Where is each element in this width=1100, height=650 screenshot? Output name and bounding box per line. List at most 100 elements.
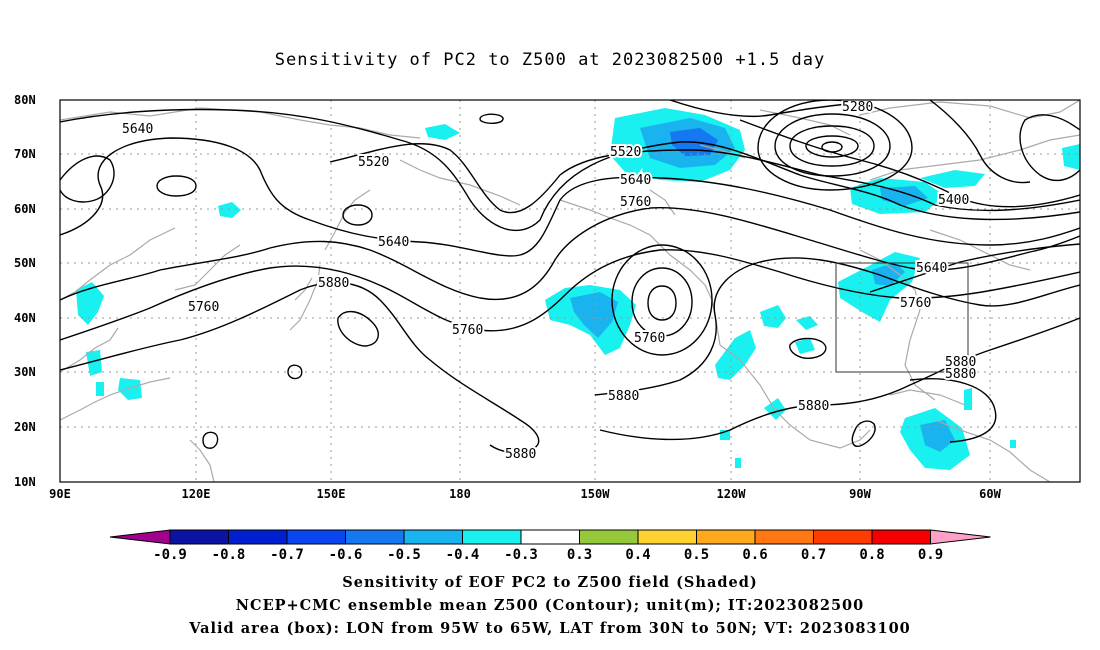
shade-patch: [964, 388, 972, 410]
contour-label: 5520: [610, 145, 641, 160]
valid-area-box: [835, 262, 969, 373]
colorbar-arrow-right: [930, 529, 991, 545]
contour-label: 5640: [378, 235, 409, 250]
contour-label: 5400: [938, 193, 969, 208]
colorbar-swatch: [228, 529, 288, 545]
colorbar-swatch: [345, 529, 405, 545]
shade-patch: [1062, 144, 1080, 170]
contour-low-arctic-1: [757, 100, 913, 191]
latitude-labels: 80N 70N 60N 50N 40N 30N 20N 10N: [14, 93, 36, 489]
lon-label: 90E: [49, 487, 71, 501]
shade-patch: [86, 350, 102, 376]
lon-label: 60W: [979, 487, 1001, 501]
colorbar-label: 0.5: [684, 547, 709, 563]
contour-label: 5640: [916, 261, 947, 276]
longitude-labels: 90E 120E 150E 180 150W 120W 90W 60W: [49, 487, 1001, 501]
colorbar-swatch: [520, 529, 580, 545]
contour-label: 5760: [620, 195, 651, 210]
z500-contours: [60, 100, 1080, 454]
contour-label: 5880: [798, 399, 829, 414]
colorbar-label: -0.6: [329, 547, 363, 563]
colorbar-label: 0.6: [742, 547, 767, 563]
contour-label: 5640: [122, 122, 153, 137]
colorbar-label: -0.7: [270, 547, 304, 563]
contour-high-small-3: [337, 311, 379, 347]
contour-5640-east: [869, 243, 1080, 293]
shade-patch: [920, 170, 985, 188]
shade-patch: [1010, 440, 1016, 448]
colorbar-swatch: [696, 529, 756, 545]
lon-label: 120E: [182, 487, 211, 501]
colorbar-label: 0.4: [625, 547, 650, 563]
contour-5760-south: [60, 249, 1080, 341]
contour-label: 5520: [358, 155, 389, 170]
colorbar-label: 0.8: [859, 547, 884, 563]
colorbar-label: -0.5: [387, 547, 421, 563]
lat-label: 30N: [14, 365, 36, 379]
contour-high-small-1: [156, 175, 197, 197]
colorbar-arrow-left: [109, 529, 171, 545]
sensitivity-shading: [76, 108, 1080, 470]
colorbar-label: -0.8: [212, 547, 246, 563]
colorbar-label: -0.3: [504, 547, 538, 563]
shade-patch: [715, 330, 756, 380]
contour-5880-se: [599, 317, 1080, 441]
shade-patch: [735, 458, 741, 468]
contour-high-small-7: [851, 420, 876, 447]
coastlines: [60, 100, 1080, 482]
contour-5640-mid: [60, 137, 1080, 257]
contour-high-small-4: [287, 364, 303, 380]
colorbar-swatch: [169, 529, 229, 545]
colorbar-swatch: [871, 529, 931, 545]
contour-label: 5880: [318, 276, 349, 291]
contour-high-small-8: [202, 431, 219, 449]
contour-labels: 5640 5520 5520 5640 5760 5640 5880 5760 …: [120, 98, 978, 416]
contour-label: 5880: [505, 447, 536, 462]
shade-patch: [218, 202, 241, 218]
shade-patch: [796, 316, 818, 330]
contour-label: 5760: [900, 296, 931, 311]
colorbar-swatch: [403, 529, 463, 545]
contour-5400: [739, 119, 1080, 208]
map-frame: [59, 99, 1081, 483]
contour-low-arctic-2: [774, 113, 891, 177]
caption-line-3: Valid area (box): LON from 95W to 65W, L…: [189, 620, 911, 637]
contour-label: 5880: [608, 389, 639, 404]
contour-low-pacific-inner: [631, 267, 693, 337]
graticule: [60, 100, 1080, 482]
contour-high-small-2: [342, 204, 373, 226]
lon-label: 150E: [317, 487, 346, 501]
contour-label: 5280: [842, 100, 873, 115]
contour-5880-atlantic: [909, 378, 997, 443]
colorbar-label: -0.4: [446, 547, 480, 563]
map-title: Sensitivity of PC2 to Z500 at 2023082500…: [274, 50, 826, 70]
shade-patch: [76, 282, 104, 325]
shade-patch: [920, 420, 955, 452]
colorbar-swatch: [813, 529, 873, 545]
contour-5640-east-north: [929, 100, 1031, 184]
lat-label: 60N: [14, 202, 36, 216]
colorbar-label: -0.9: [153, 547, 187, 563]
colorbar-label: 0.9: [918, 547, 943, 563]
caption-line-1: Sensitivity of EOF PC2 to Z500 field (Sh…: [342, 574, 758, 591]
shade-patch: [570, 292, 618, 338]
lon-label: 120W: [717, 487, 747, 501]
contour-low-arctic-3: [789, 125, 875, 167]
contour-5880: [60, 281, 540, 454]
contour-label: 5640: [620, 173, 651, 188]
shade-patch: [872, 262, 905, 286]
lon-label: 90W: [849, 487, 871, 501]
colorbar-swatch: [637, 529, 697, 545]
colorbar-label: 0.3: [567, 547, 592, 563]
contour-label: 5760: [188, 300, 219, 315]
contour-label: 5760: [634, 331, 665, 346]
contour-high-small-5: [479, 113, 504, 124]
shade-patch: [795, 338, 815, 354]
contour-high-west: [60, 155, 115, 203]
lat-label: 20N: [14, 420, 36, 434]
contour-5280: [669, 100, 871, 118]
contour-5760: [60, 207, 1080, 301]
shade-patch: [118, 378, 142, 400]
contour-low-pacific: [611, 244, 713, 356]
